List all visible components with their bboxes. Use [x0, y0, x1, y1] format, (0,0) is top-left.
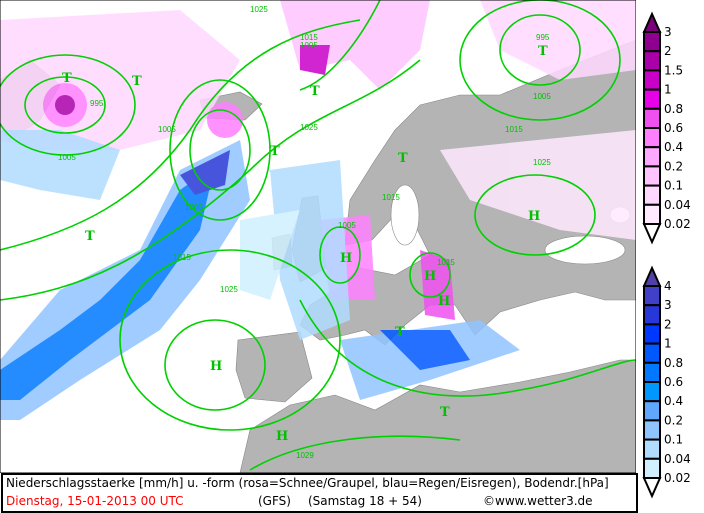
rain-scale-tick-label: 0.8: [664, 356, 683, 370]
svg-text:1005: 1005: [158, 125, 176, 134]
snow-scale-tick-label: 0.6: [664, 121, 683, 135]
snow-scale-tick-label: 0.1: [664, 179, 683, 193]
snow-scale-tick-label: 3: [664, 25, 672, 39]
rain-scale-tick-label: 0.2: [664, 413, 683, 427]
rain-scale-tick-label: 1: [664, 337, 672, 351]
baltic-sea: [390, 184, 420, 246]
svg-text:T: T: [398, 151, 408, 166]
svg-text:1005: 1005: [300, 41, 318, 50]
rain-scale-box: [643, 323, 661, 345]
rain-scale-tick-label: 2: [664, 317, 672, 331]
svg-text:T: T: [132, 74, 142, 89]
snow-scale-box: [643, 50, 661, 72]
svg-text:H: H: [276, 429, 288, 444]
snow-scale-tick-label: 2: [664, 44, 672, 58]
rain-scale-box: [643, 400, 661, 422]
svg-text:T: T: [440, 405, 450, 420]
svg-text:1005: 1005: [338, 221, 356, 230]
rain-scale-box: [643, 342, 661, 364]
svg-text:H: H: [340, 251, 352, 266]
svg-text:H: H: [424, 269, 436, 284]
svg-text:1015: 1015: [505, 125, 523, 134]
snow-scale-box: [643, 88, 661, 110]
snow-scale-box: [643, 127, 661, 149]
svg-text:1029: 1029: [296, 451, 314, 460]
rain-scale-tick-label: 0.4: [664, 394, 683, 408]
snow-scale-tick-label: 0.8: [664, 102, 683, 116]
rain-scale-box: [643, 285, 661, 307]
snow-scale-tick-label: 0.02: [664, 217, 691, 231]
snow-scale-box: [643, 184, 661, 206]
rain-scale-tick-label: 4: [664, 279, 672, 293]
svg-text:T: T: [538, 44, 548, 59]
svg-text:1005: 1005: [533, 92, 551, 101]
rain-scale-top-triangle: [642, 265, 662, 287]
model-name: (GFS): [258, 494, 291, 508]
rain-scale-tick-label: 3: [664, 298, 672, 312]
snow-scale-tick-label: 0.4: [664, 140, 683, 154]
pressure-labels: 995 1005 1005 1015 1025 1015 1005 995 10…: [58, 5, 551, 460]
svg-text:H: H: [210, 359, 222, 374]
rain-scale-box: [643, 361, 661, 383]
svg-text:995: 995: [90, 99, 104, 108]
svg-text:1015: 1015: [437, 258, 455, 267]
rain-scale-tick-label: 0.6: [664, 375, 683, 389]
snow-scale-bottom-triangle: [642, 223, 662, 245]
rain-scale-tick-label: 0.1: [664, 433, 683, 447]
snow-scale-box: [643, 31, 661, 53]
svg-text:1025: 1025: [300, 123, 318, 132]
weather-map: 995 1005 1005 1015 1025 1015 1005 995 10…: [0, 0, 636, 473]
snow-scale-tick-label: 0.2: [664, 159, 683, 173]
snow-scale-box: [643, 69, 661, 91]
precipitation-legend: 3 2 1.5 1 0.8 0.6 0.4 0.2 0.1 0.04 0.02 4 3 2 1 0.8 0.6 0…: [642, 11, 691, 499]
snow-scale-box: [643, 165, 661, 187]
snow-scale-top-triangle: [642, 11, 662, 33]
black-sea: [544, 235, 626, 265]
rain-scale-box: [643, 419, 661, 441]
svg-text:T: T: [85, 229, 95, 244]
snow-scale-box: [643, 203, 661, 226]
snow-scale-tick-label: 1: [664, 83, 672, 97]
rain-scale-box: [643, 304, 661, 326]
svg-text:T: T: [270, 144, 280, 159]
svg-text:1025: 1025: [533, 158, 551, 167]
svg-text:1005: 1005: [185, 203, 203, 212]
svg-text:1005: 1005: [58, 153, 76, 162]
svg-text:H: H: [438, 294, 450, 309]
svg-text:T: T: [310, 84, 320, 99]
svg-text:1015: 1015: [300, 33, 318, 42]
legend-description: Niederschlagsstaerke [mm/h] u. -form (ro…: [6, 476, 609, 490]
snow-scale-box: [643, 107, 661, 130]
rain-scale-tick-label: 0.02: [664, 471, 691, 485]
rain-scale-bottom-triangle: [642, 477, 662, 499]
svg-text:H: H: [528, 209, 540, 224]
rain-scale-box: [643, 457, 661, 479]
snow-scale-tick-label: 0.04: [664, 198, 691, 212]
snow-scale-tick-label: 1.5: [664, 63, 683, 77]
isobars: [0, 0, 636, 471]
forecast-date: Dienstag, 15-01-2013 00 UTC: [6, 494, 184, 508]
svg-text:1015: 1015: [382, 193, 400, 202]
footer-caption: Niederschlagsstaerke [mm/h] u. -form (ro…: [1, 473, 638, 513]
africa-landmass: [239, 359, 636, 473]
snow-scale-box: [643, 146, 661, 168]
rain-scale-tick-label: 0.04: [664, 452, 691, 466]
svg-text:1025: 1025: [220, 285, 238, 294]
copyright-link[interactable]: ©www.wetter3.de: [483, 494, 593, 508]
rain-scale-box: [643, 438, 661, 460]
svg-text:995: 995: [536, 33, 550, 42]
rain-precipitation: [0, 130, 520, 420]
rain-scale-box: [643, 381, 661, 403]
svg-text:1025: 1025: [250, 5, 268, 14]
svg-text:T: T: [62, 71, 72, 86]
svg-text:T: T: [395, 325, 405, 340]
svg-text:1015: 1015: [173, 253, 191, 262]
model-run: (Samstag 18 + 54): [308, 494, 422, 508]
